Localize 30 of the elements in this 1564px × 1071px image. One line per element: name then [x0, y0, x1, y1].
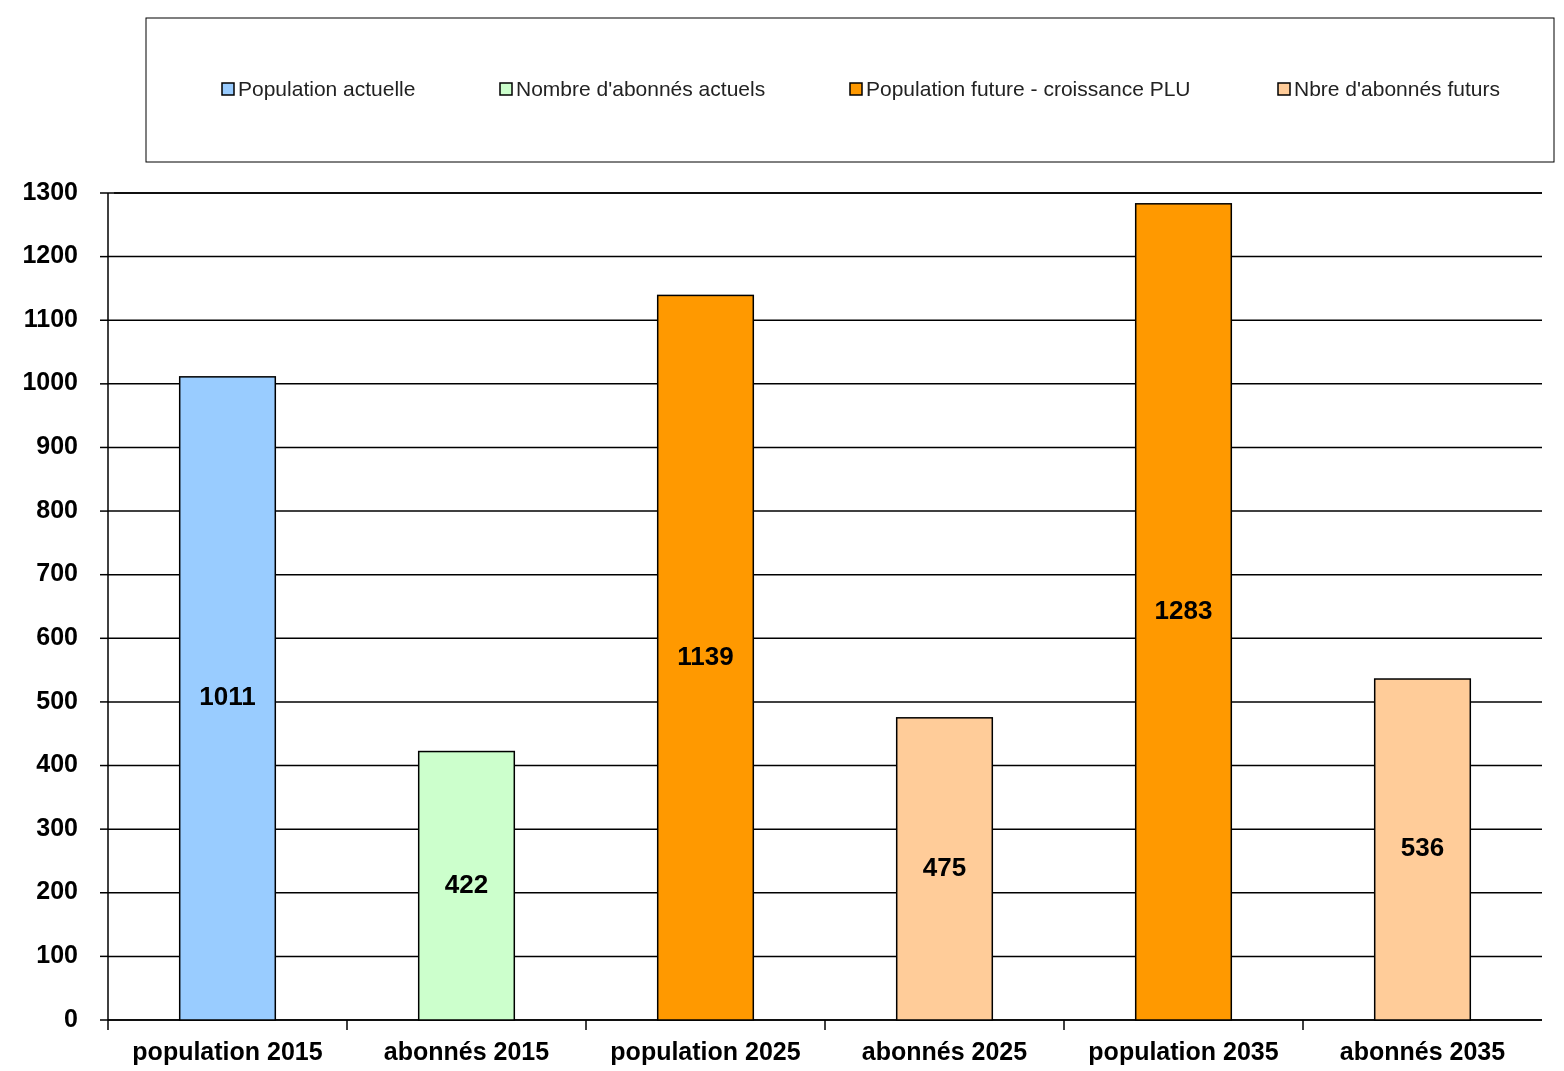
data-label: 475 — [922, 851, 967, 882]
y-tick-label: 900 — [36, 431, 78, 460]
data-label: 536 — [1400, 832, 1445, 863]
y-tick-label: 700 — [36, 558, 78, 587]
y-tick-label: 1000 — [22, 367, 78, 396]
y-tick-label: 200 — [36, 876, 78, 905]
data-label: 1283 — [1154, 594, 1213, 625]
legend-label: Nombre d'abonnés actuels — [516, 76, 766, 100]
y-tick-label: 0 — [64, 1003, 78, 1032]
legend-label: Population future - croissance PLU — [866, 76, 1191, 100]
y-tick-label: 500 — [36, 685, 78, 714]
y-tick-label: 1200 — [22, 240, 78, 269]
x-tick-label: population 2035 — [1088, 1037, 1279, 1065]
y-tick-label: 1300 — [22, 176, 78, 205]
data-label: 1011 — [199, 681, 256, 712]
y-tick-label: 800 — [36, 494, 78, 523]
legend-label: Population actuelle — [238, 76, 416, 100]
y-tick-label: 400 — [36, 749, 78, 778]
x-tick-label: population 2025 — [610, 1037, 801, 1065]
data-label: 1139 — [677, 640, 734, 671]
legend-label: Nbre d'abonnés futurs — [1294, 76, 1500, 100]
y-tick-label: 100 — [36, 939, 78, 968]
x-tick-label: abonnés 2025 — [861, 1037, 1028, 1065]
y-tick-label: 1100 — [23, 303, 78, 332]
x-tick-label: population 2015 — [132, 1037, 323, 1065]
y-tick-label: 600 — [36, 621, 78, 650]
x-tick-label: abonnés 2035 — [1339, 1037, 1506, 1065]
x-tick-label: abonnés 2015 — [383, 1037, 550, 1065]
data-label: 422 — [444, 868, 489, 899]
y-tick-label: 300 — [36, 812, 78, 841]
